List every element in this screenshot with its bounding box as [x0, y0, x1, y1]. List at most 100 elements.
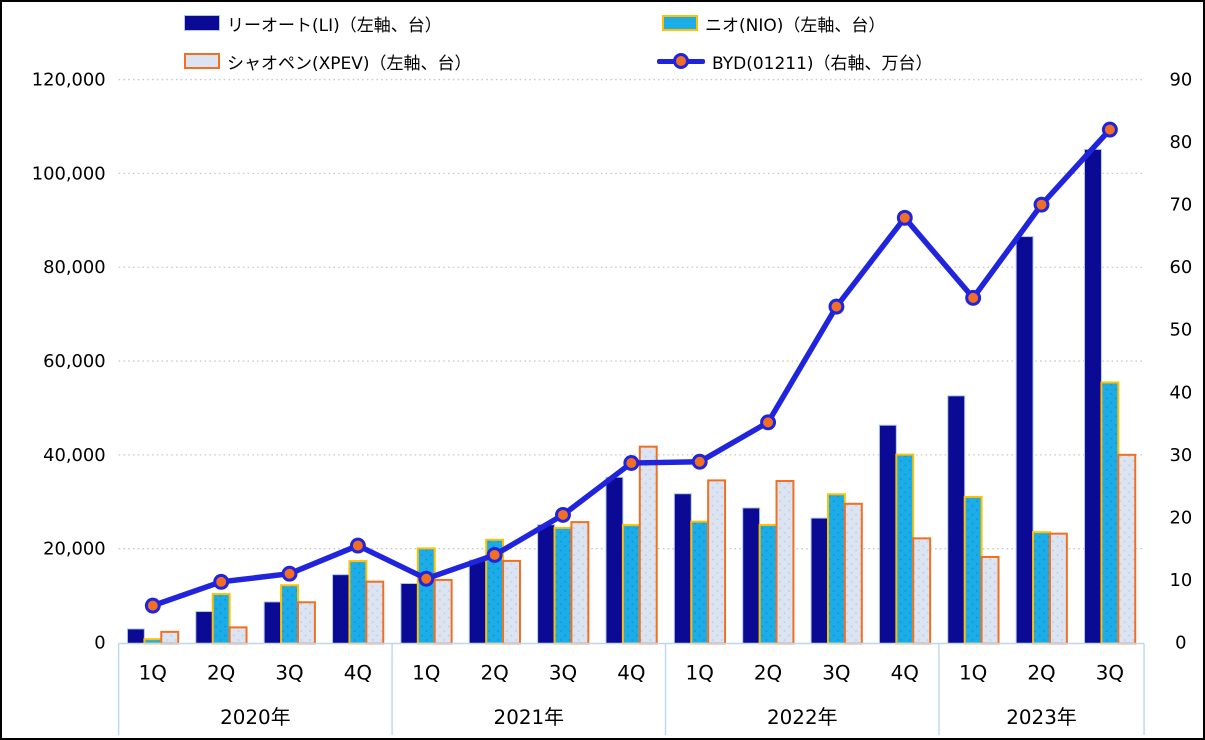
xpev-bar [980, 556, 1000, 645]
nio-bar [826, 493, 846, 645]
year-label: 2022年 [767, 706, 837, 729]
li-series-swatch [184, 15, 220, 31]
left-axis-tick-label: 40,000 [43, 445, 106, 466]
byd-marker [691, 453, 708, 470]
right-axis-tick-label: 40 [1169, 382, 1192, 403]
left-axis-tick-label: 100,000 [32, 163, 106, 184]
li-bar [1084, 148, 1102, 645]
legend-item-xpev: シャオペン(XPEV)（左軸、台） [184, 51, 472, 74]
legend-label-nio: ニオ(NIO)（左軸、台） [705, 15, 886, 36]
byd-marker [896, 209, 913, 226]
right-axis-tick-label: 90 [1169, 70, 1192, 91]
li-bar [878, 424, 897, 645]
li-bar [810, 517, 829, 645]
byd-marker [486, 546, 503, 563]
xpev-bar [912, 537, 932, 645]
legend-item-byd: BYD(01211)（右軸、万台） [657, 51, 933, 74]
byd-marker [1033, 196, 1050, 213]
right-axis-tick-label: 10 [1169, 570, 1192, 591]
li-bar [126, 628, 145, 645]
byd-marker [760, 414, 777, 431]
li-bar [947, 395, 966, 645]
quarter-label: 3Q [822, 661, 850, 684]
li-bar [673, 493, 692, 645]
left-axis-tick-label: 80,000 [43, 257, 106, 278]
right-axis-tick-label: 60 [1169, 257, 1192, 278]
xpev-bar [570, 521, 590, 645]
nio-bar [1032, 531, 1051, 645]
year-label: 2021年 [494, 706, 564, 729]
quarter-label: 2Q [207, 661, 235, 684]
year-label: 2023年 [1006, 706, 1076, 729]
quarter-label: 2Q [480, 661, 508, 684]
xpev-bar [365, 580, 385, 645]
right-axis-tick-label: 70 [1169, 195, 1192, 216]
xpev-bar [433, 578, 453, 645]
xpev-bar [1117, 453, 1137, 645]
li-bar [195, 611, 214, 645]
nio-bar [211, 593, 231, 645]
quarter-label: 3Q [549, 661, 577, 684]
right-axis-tick-label: 20 [1169, 507, 1192, 528]
byd-marker [213, 573, 230, 590]
byd-marker [965, 289, 982, 306]
nio-bar [621, 524, 641, 645]
right-axis-tick-label: 80 [1169, 132, 1192, 153]
right-axis-tick-label: 30 [1169, 445, 1192, 466]
li-bar [263, 601, 282, 645]
nio-bar [690, 520, 710, 645]
byd-marker [623, 455, 640, 471]
xpev-bar [1048, 532, 1068, 645]
quarter-label: 3Q [275, 661, 303, 684]
xpev-bar [707, 479, 727, 645]
left-axis-tick-label: 120,000 [32, 70, 106, 91]
xpev-series-swatch [184, 53, 220, 69]
nio-bar [416, 547, 436, 645]
xpev-bar [502, 559, 521, 645]
li-bar [537, 524, 556, 645]
byd-marker [281, 565, 298, 582]
nio-bar [348, 560, 368, 645]
quarter-label: 1Q [139, 661, 167, 684]
left-axis-tick-label: 20,000 [43, 539, 106, 560]
legend-label-byd: BYD(01211)（右軸、万台） [712, 53, 933, 74]
quarter-label: 4Q [891, 661, 919, 684]
byd-marker [144, 597, 161, 614]
nio-series-swatch [662, 15, 698, 31]
nio-bar [895, 453, 915, 645]
quarter-label: 3Q [1096, 661, 1124, 684]
legend-item-li: リーオート(LI)（左軸、台） [184, 13, 442, 36]
right-axis-tick-label: 50 [1169, 320, 1192, 341]
year-label: 2020年 [220, 706, 290, 729]
li-bar [742, 507, 761, 645]
xpev-bar [160, 630, 180, 645]
byd-line-swatch [657, 52, 705, 70]
byd-marker [555, 506, 571, 523]
byd-marker-icon [673, 52, 689, 69]
quarter-label: 4Q [617, 661, 645, 684]
legend-item-nio: ニオ(NIO)（左軸、台） [662, 13, 886, 36]
byd-marker [349, 537, 366, 554]
quarter-label: 4Q [344, 661, 372, 684]
xpev-bar [296, 601, 316, 645]
li-bar [605, 476, 624, 645]
nio-bar [1100, 381, 1120, 645]
xpev-bar [638, 445, 658, 645]
li-bar [1015, 236, 1034, 645]
xpev-bar [775, 480, 795, 645]
byd-marker [418, 570, 435, 587]
nio-bar [280, 584, 299, 645]
xpev-bar [228, 626, 248, 645]
legend-label-li: リーオート(LI)（左軸、台） [227, 15, 442, 36]
left-axis-tick-label: 0 [94, 632, 105, 653]
right-axis-tick-label: 0 [1175, 632, 1186, 653]
li-bar [468, 559, 487, 645]
li-bar [400, 583, 419, 645]
left-axis-tick-label: 60,000 [43, 351, 106, 372]
nio-bar [758, 523, 778, 645]
quarter-label: 1Q [686, 661, 714, 684]
quarter-label: 1Q [959, 661, 987, 684]
legend-label-xpev: シャオペン(XPEV)（左軸、台） [227, 53, 472, 74]
